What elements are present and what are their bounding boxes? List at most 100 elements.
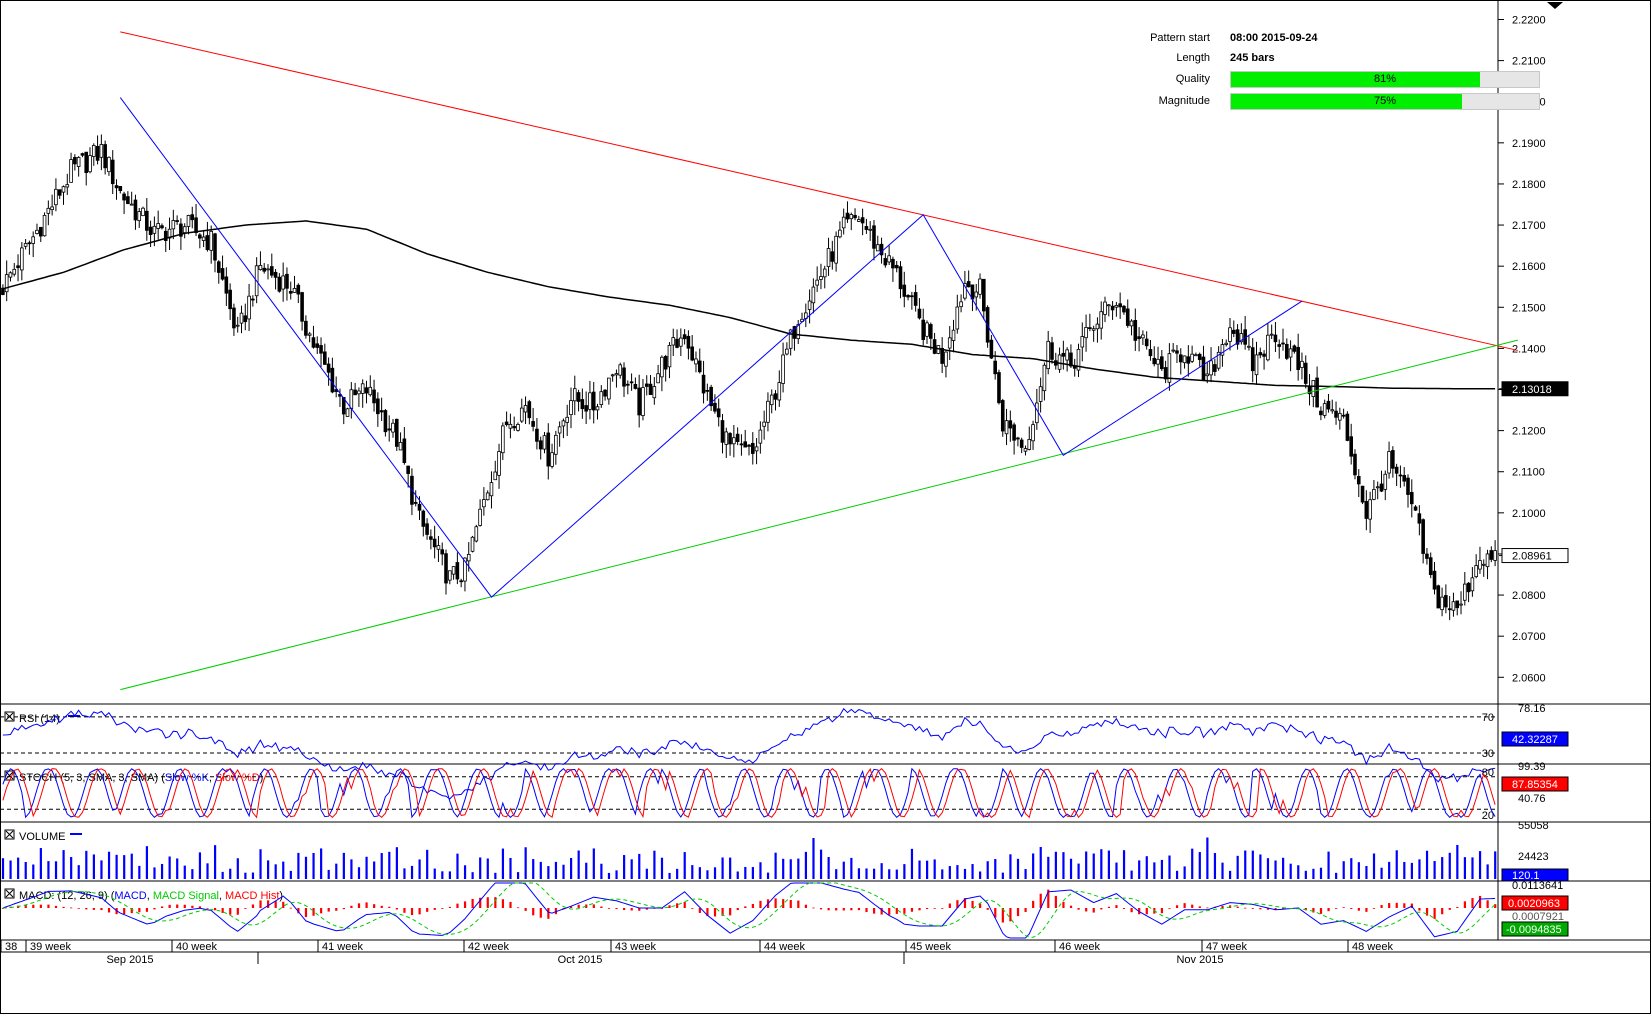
candle-body	[163, 230, 168, 241]
volume-bar	[638, 853, 641, 879]
candle-body	[156, 223, 160, 229]
candle-body	[1387, 451, 1391, 474]
candle-body	[482, 499, 486, 508]
volume-bar	[729, 857, 732, 879]
macd-hist-bar	[857, 908, 861, 911]
macd-hist-bar	[668, 905, 671, 908]
candle-body	[1057, 354, 1062, 370]
price-tick-label: 2.1200	[1512, 426, 1546, 438]
macd-hist-bar	[1085, 908, 1088, 912]
macd-hist-value-box	[1501, 895, 1569, 911]
candle-body	[216, 261, 221, 273]
volume-bar	[1350, 858, 1353, 879]
volume-bar	[918, 860, 921, 879]
macd-hist-bar	[994, 908, 997, 918]
candle-body	[497, 451, 501, 476]
macd-hist-bar	[819, 908, 823, 910]
volume-bar	[850, 857, 853, 879]
stoch-lower-label: 40.76	[1518, 793, 1546, 805]
candle-body	[591, 391, 596, 411]
volume-bar	[1153, 862, 1156, 879]
candle-body	[754, 446, 759, 452]
price-tick-label: 2.1500	[1512, 302, 1546, 314]
candle-body	[190, 214, 195, 221]
volume-bar	[1282, 857, 1285, 879]
volume-bar	[1425, 850, 1429, 879]
candle-body	[1171, 349, 1175, 352]
volume-bar	[274, 864, 277, 879]
macd-hist-bar	[1198, 906, 1201, 908]
candle-body	[898, 266, 903, 290]
stoch-panel: STOCH (5, 3, SMA, 3, SMA) (Slow %K, Slow…	[0, 761, 1569, 822]
candle-body	[637, 387, 641, 416]
candle-body	[838, 229, 842, 238]
price-tick-label: 2.2200	[1512, 15, 1546, 27]
candle-body	[1364, 501, 1369, 519]
candle-body	[1368, 499, 1372, 520]
volume-bar	[1236, 855, 1239, 879]
volume-bar	[1206, 837, 1209, 879]
candle-body	[785, 348, 789, 355]
candle-body	[474, 526, 479, 542]
macd-hist-bar	[123, 908, 126, 914]
volume-bar	[691, 865, 694, 879]
candle-body	[891, 258, 895, 269]
candle-body	[251, 298, 255, 301]
candle-body	[1417, 513, 1422, 524]
candle-body	[1338, 412, 1342, 421]
macd-hist-bar	[229, 908, 232, 915]
price-tick-label: 2.1900	[1512, 138, 1546, 150]
candle-body	[1451, 601, 1456, 611]
candle-body	[872, 225, 876, 249]
macd-hist-bar	[615, 908, 618, 910]
candle-body	[1175, 350, 1179, 354]
candle-body	[1394, 466, 1399, 474]
volume-bar	[1175, 870, 1179, 879]
macd-hist-bar	[698, 908, 701, 913]
macd-hist-bar	[516, 907, 520, 909]
volume-bar	[373, 861, 376, 879]
volume-bar	[797, 858, 800, 879]
candle-body	[258, 264, 263, 271]
volume-bar	[282, 861, 285, 879]
candle-body	[572, 388, 577, 402]
candle-body	[671, 337, 676, 346]
volume-bar	[130, 853, 133, 879]
candle-body	[330, 367, 335, 393]
volume-bar	[736, 871, 739, 879]
volume-bar	[1183, 866, 1186, 879]
candle-body	[735, 433, 740, 442]
macd-hist-bar	[577, 904, 580, 908]
candle-body	[145, 210, 149, 231]
candle-body	[1182, 355, 1187, 364]
quality-bar-fill	[1231, 72, 1481, 87]
candle-body	[508, 423, 513, 429]
candle-body	[1035, 402, 1039, 424]
volume-bar	[1069, 858, 1073, 879]
volume-bar	[145, 846, 149, 879]
macd-hist-bar	[1312, 908, 1315, 913]
volume-bar	[668, 872, 671, 879]
volume-bar	[1244, 850, 1247, 879]
rsi-value-box	[1501, 731, 1569, 747]
volume-bar	[1342, 861, 1345, 879]
moving-average-line	[2, 220, 1496, 390]
collapse-arrow-icon[interactable]	[1547, 2, 1563, 9]
candle-body	[569, 400, 573, 416]
candle-body	[262, 267, 267, 272]
candle-body	[186, 215, 191, 227]
candle-body	[1281, 342, 1285, 345]
volume-bar	[1395, 850, 1398, 879]
macd-hist-bar	[797, 900, 800, 908]
volume-bar	[585, 862, 588, 879]
candle-body	[1285, 343, 1289, 359]
macd-hist-bar	[1471, 898, 1474, 908]
ma-value-label-box	[1501, 381, 1569, 397]
macd-hist-bar	[77, 908, 80, 909]
candle-body	[247, 295, 251, 320]
candle-body	[1489, 550, 1494, 560]
candle-body	[1481, 563, 1486, 566]
week-label: 44 week	[764, 941, 805, 953]
volume-bar	[1024, 869, 1027, 879]
candle-body	[1353, 453, 1357, 476]
